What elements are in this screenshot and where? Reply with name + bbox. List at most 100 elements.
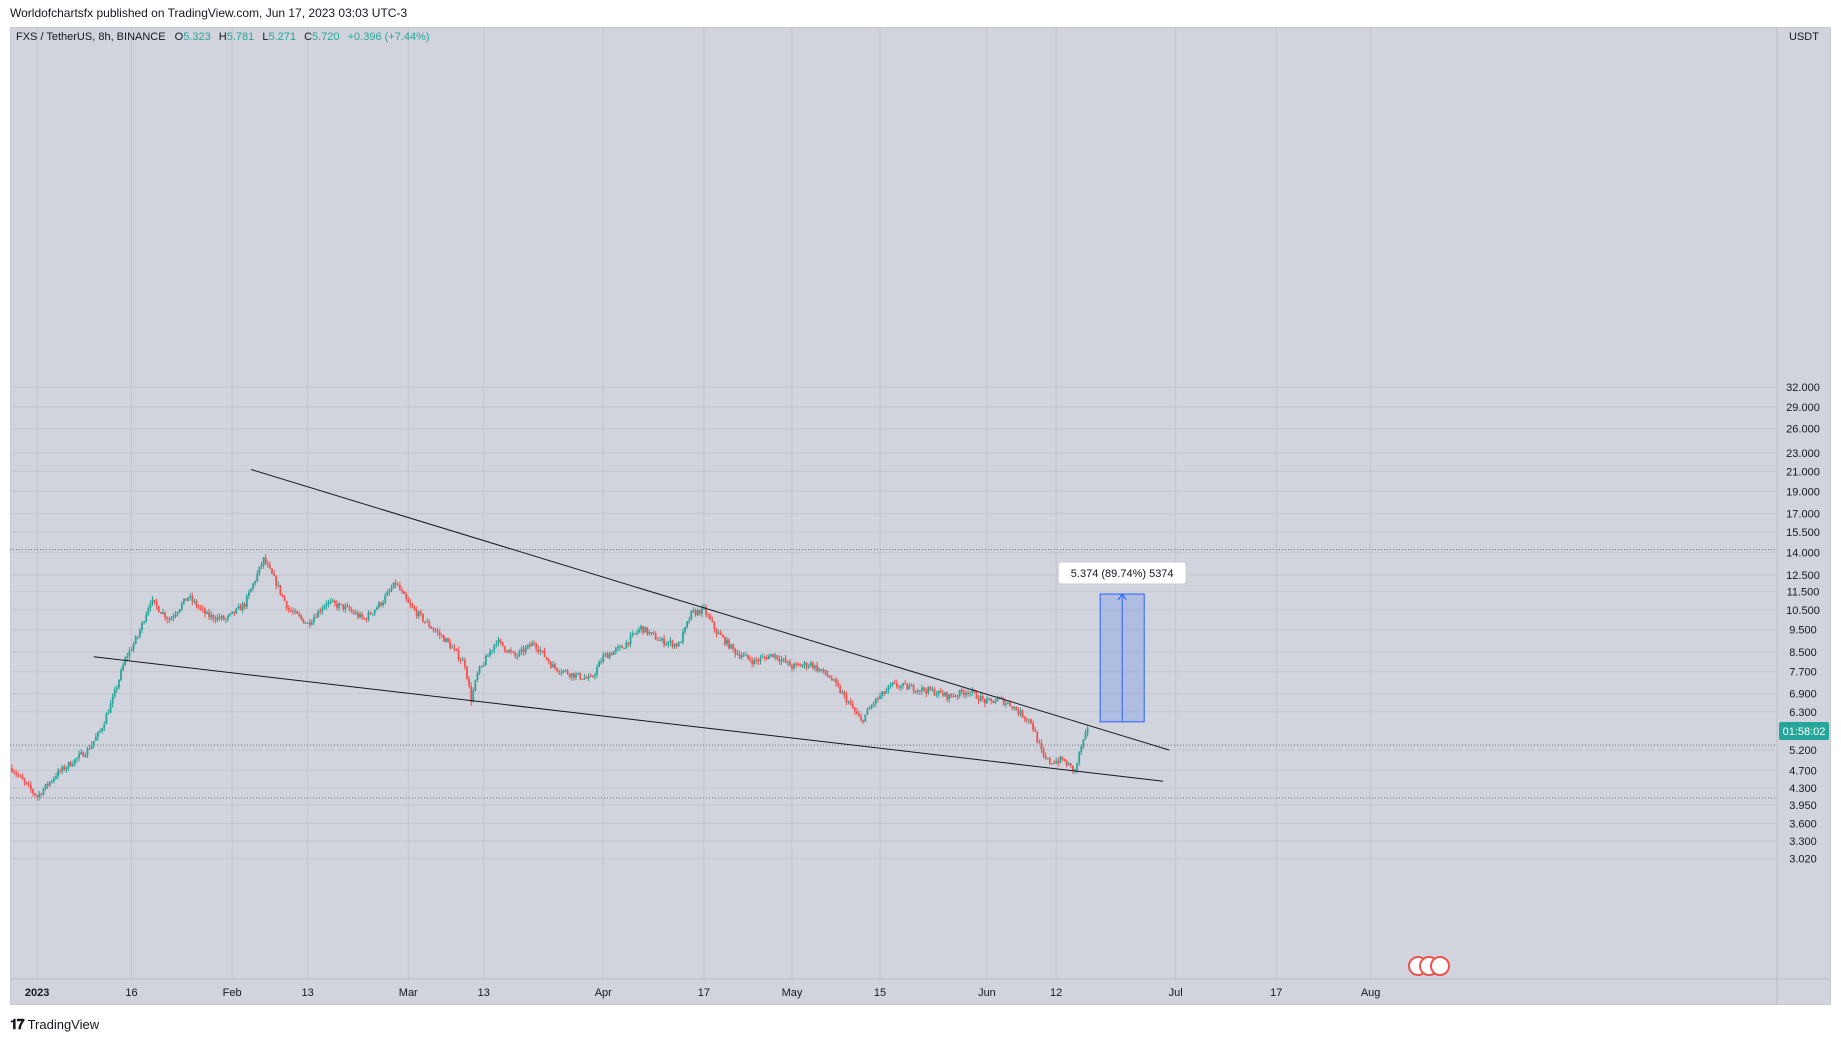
candle-body (837, 682, 839, 686)
candle-body (761, 656, 764, 658)
candle-body (438, 632, 441, 636)
candle-body (755, 659, 758, 661)
candle-body (195, 601, 198, 607)
candle-body (365, 619, 368, 621)
candle-body (665, 643, 668, 645)
candle-body (925, 690, 928, 694)
candle-body (799, 664, 802, 667)
candle-body (526, 644, 529, 648)
candle-body (308, 622, 311, 625)
candle-body (426, 621, 429, 623)
last-price-tag (1779, 722, 1829, 741)
candle-body (927, 686, 930, 694)
projection-label: 5.374 (89.74%) 5374 (1071, 568, 1174, 580)
candle-body (319, 610, 322, 612)
candle-body (74, 759, 76, 765)
candle-body (78, 753, 80, 758)
candle-body (354, 612, 357, 614)
candle-body (1015, 706, 1018, 711)
candle-body (432, 628, 435, 631)
candle-body (203, 608, 206, 614)
candle-body (621, 646, 624, 649)
candle-body (531, 642, 533, 647)
candle-body (969, 692, 972, 694)
candle-body (164, 612, 166, 618)
candle-body (614, 648, 617, 652)
y-tick-label: 15.500 (1786, 527, 1820, 539)
candle-body (235, 608, 238, 614)
low-value: 5.271 (268, 31, 296, 43)
candle-body (1074, 769, 1076, 771)
y-tick-label: 6.900 (1789, 689, 1817, 701)
candle-body (430, 626, 433, 629)
candle-body (220, 616, 223, 619)
x-tick-label: 17 (1270, 987, 1282, 999)
candle-body (1053, 763, 1055, 765)
candle-body (40, 793, 43, 795)
candle-body (424, 621, 426, 623)
candle-body (883, 691, 886, 694)
candle-body (463, 660, 466, 667)
candle-body (801, 665, 804, 667)
axes: 32.000 29.000 26.000 23.000 21.000 19.000 17.0… (10, 27, 1831, 1005)
footer: 𝟏𝟕 TradingView (10, 1014, 99, 1034)
candle-body (289, 609, 292, 612)
candle-body (700, 607, 703, 614)
candle-body (688, 619, 691, 622)
candle-body (780, 659, 783, 662)
candle-body (264, 557, 267, 564)
candle-body (1017, 710, 1020, 715)
candle-body (245, 596, 248, 607)
change-value: +0.396 (+7.44%) (348, 31, 430, 43)
candle-body (201, 608, 204, 610)
y-tick-label: 3.950 (1789, 800, 1817, 812)
candle-body (229, 613, 231, 616)
candle-body (1061, 756, 1064, 761)
candle-body (128, 650, 131, 657)
candle-body (99, 731, 101, 733)
candle-body (172, 616, 175, 618)
candle-body (191, 596, 194, 602)
candle-body (826, 674, 829, 676)
candle-body (715, 629, 718, 634)
flag-icons[interactable] (1408, 956, 1450, 976)
candle-body (856, 711, 858, 714)
candle-body (1021, 710, 1024, 718)
candle-body (445, 638, 447, 642)
candle-body (767, 655, 770, 660)
candle-body (990, 698, 993, 701)
candle-body (717, 632, 720, 634)
candle-body (900, 685, 902, 688)
candle-body (92, 740, 95, 745)
candle-body (948, 694, 951, 700)
candle-body (405, 593, 408, 599)
x-tick-label: Jul (1169, 987, 1183, 999)
candle-body (723, 636, 726, 645)
candle-body (1076, 763, 1079, 770)
candle-body (763, 656, 766, 658)
candle-body (828, 675, 831, 678)
candle-body (136, 636, 139, 638)
candle-body (239, 606, 242, 611)
candle-body (656, 639, 659, 641)
trendlines (93, 468, 1170, 782)
candle-body (591, 676, 594, 678)
candle-body (910, 685, 913, 687)
candle-body (931, 689, 934, 691)
candle-body (793, 663, 795, 669)
candle-body (17, 774, 20, 776)
candle-body (960, 689, 963, 693)
candle-body (440, 635, 443, 637)
chart-svg[interactable]: 5.374 (89.74%) 5374 32.000 29.000 26.000 23… (10, 27, 1831, 1005)
candle-body (979, 695, 982, 701)
candle-body (118, 680, 120, 688)
candle-body (539, 650, 542, 652)
candle-body (679, 642, 682, 644)
candle-body (625, 642, 628, 649)
candle-body (84, 755, 87, 757)
candle-body (436, 631, 439, 633)
candle-body (493, 644, 496, 651)
candle-body (1084, 732, 1087, 740)
candle-body (1048, 758, 1051, 764)
candle-body (157, 606, 160, 613)
